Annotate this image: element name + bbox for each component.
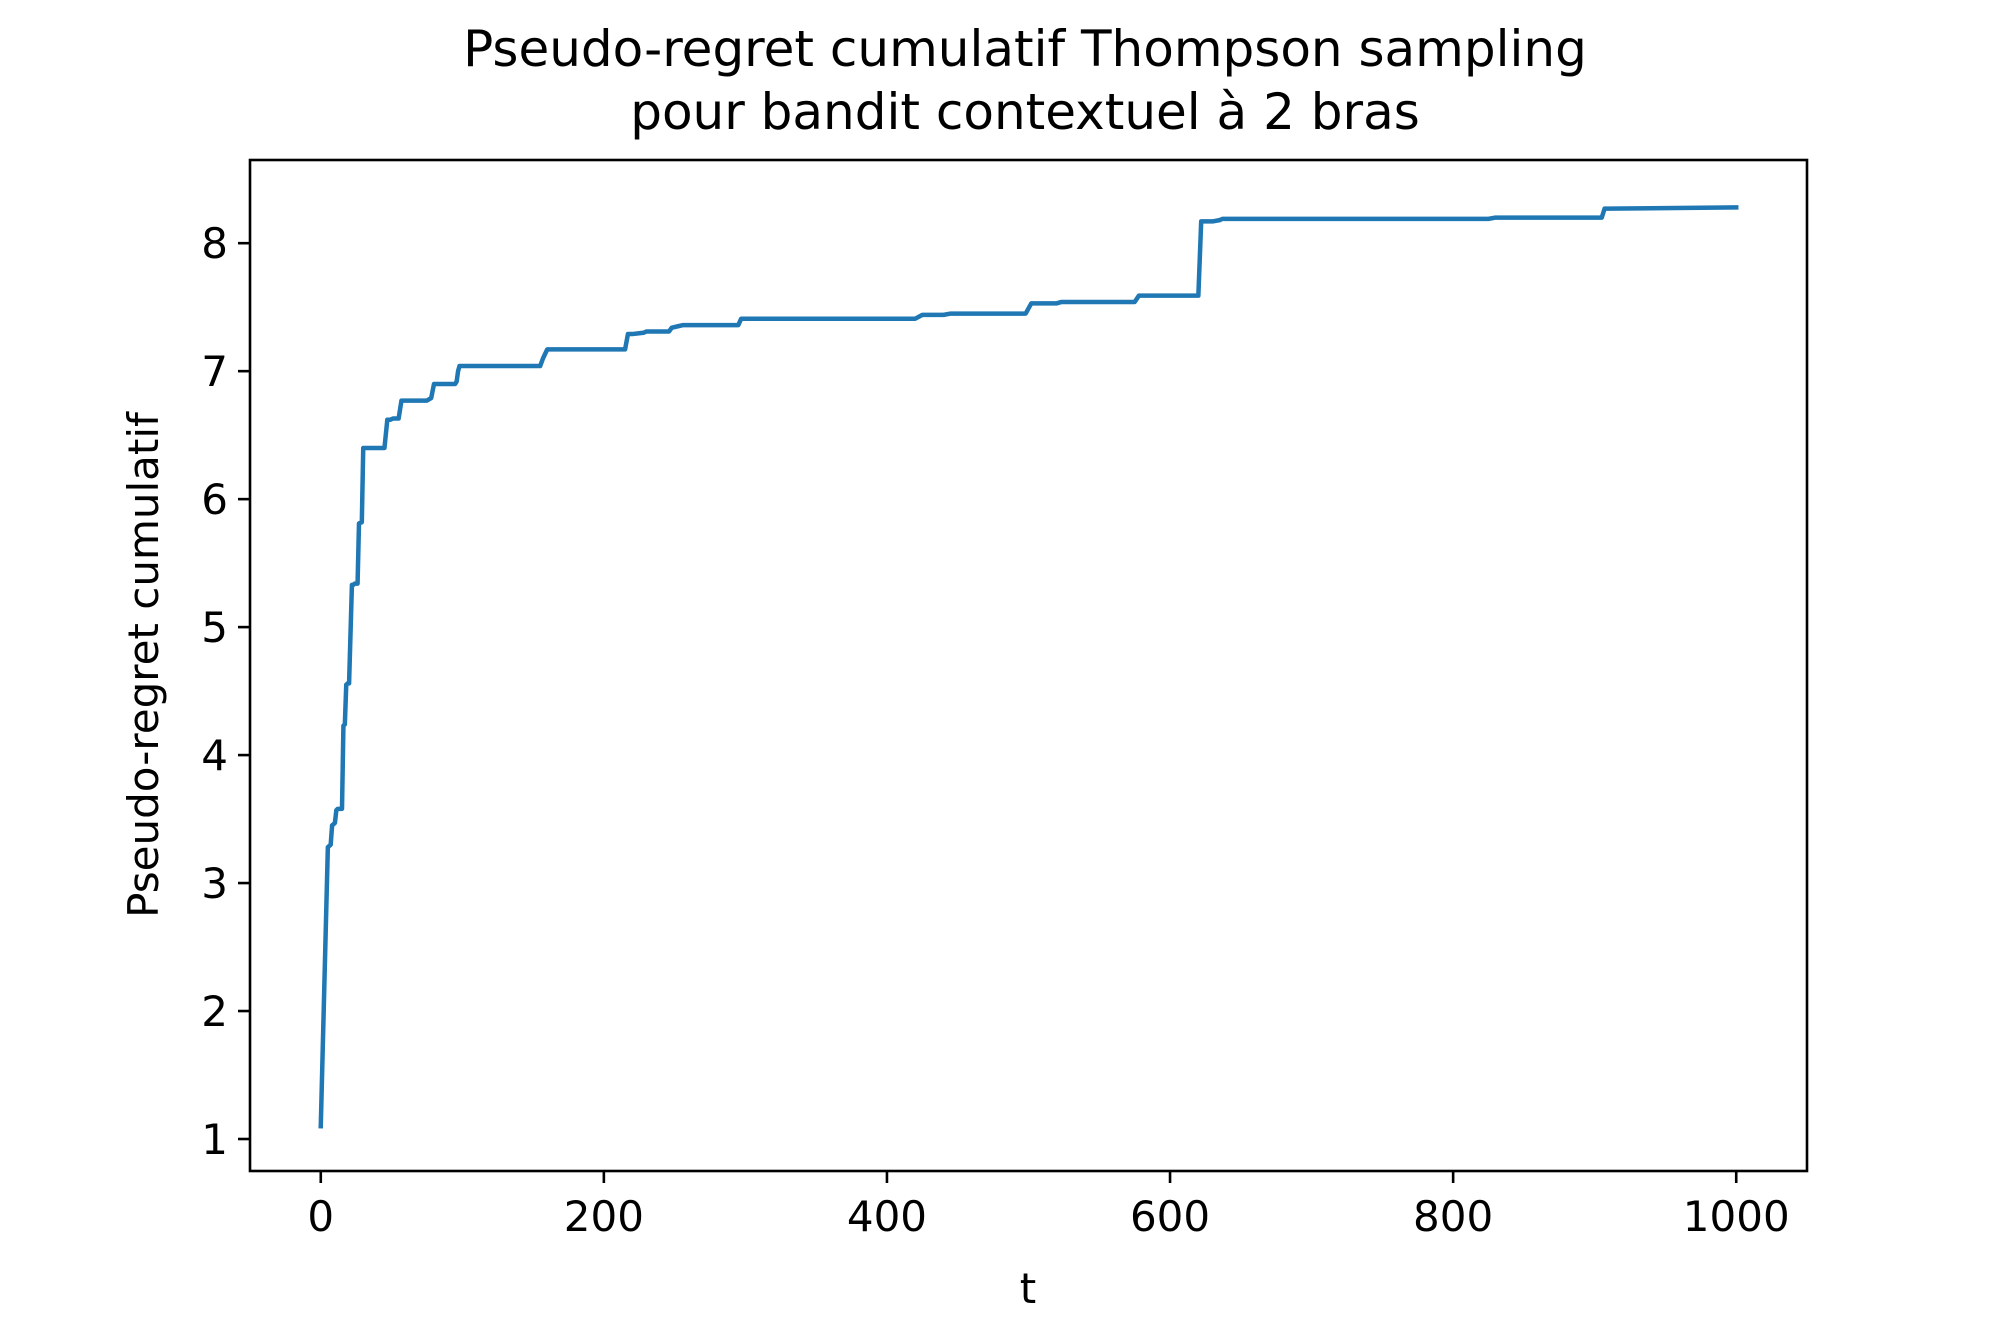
series-line bbox=[318, 205, 1739, 1129]
chart-title-line-1: Pseudo-regret cumulatif Thompson samplin… bbox=[463, 20, 1587, 78]
x-axis-ticks: 0 200 400 600 800 1000 bbox=[307, 1171, 1790, 1241]
x-tick-label: 0 bbox=[307, 1192, 334, 1241]
y-tick-label: 6 bbox=[201, 475, 228, 524]
x-tick-label: 400 bbox=[847, 1192, 927, 1241]
x-tick-label: 800 bbox=[1413, 1192, 1493, 1241]
x-axis-label: t bbox=[1020, 1264, 1036, 1313]
y-tick-label: 3 bbox=[201, 859, 228, 908]
x-tick-label: 600 bbox=[1130, 1192, 1210, 1241]
plot-frame bbox=[248, 158, 1809, 1173]
y-tick-label: 4 bbox=[201, 731, 228, 780]
y-tick-label: 7 bbox=[201, 347, 228, 396]
y-tick-label: 2 bbox=[201, 987, 228, 1036]
x-tick-label: 200 bbox=[564, 1192, 644, 1241]
y-tick-label: 1 bbox=[201, 1115, 228, 1164]
y-axis-ticks: 1 2 3 4 5 6 7 8 bbox=[201, 219, 250, 1164]
x-tick-label: 1000 bbox=[1683, 1192, 1790, 1241]
y-tick-label: 8 bbox=[201, 219, 228, 268]
chart-title-line-2: pour bandit contextuel à 2 bras bbox=[630, 83, 1420, 141]
y-axis-label: Pseudo-regret cumulatif bbox=[119, 411, 168, 918]
y-tick-label: 5 bbox=[201, 603, 228, 652]
